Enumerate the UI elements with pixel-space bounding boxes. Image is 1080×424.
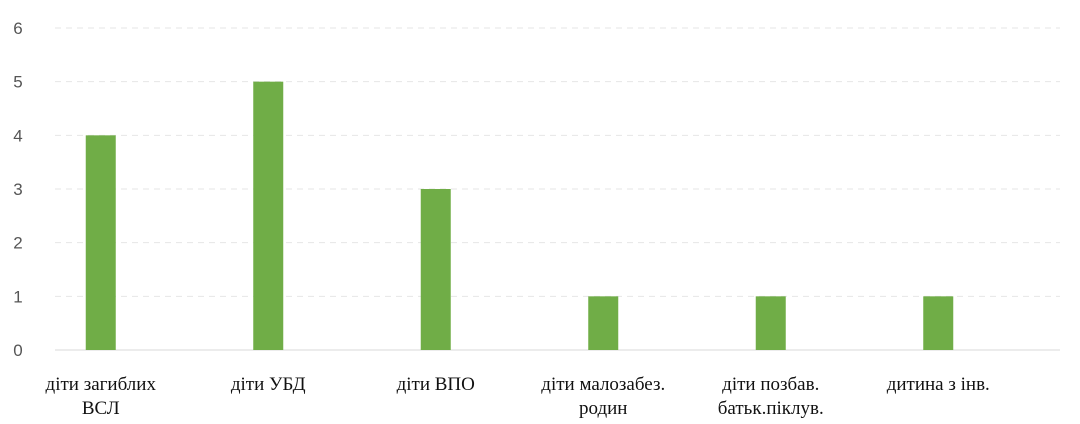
y-tick-label: 1 <box>13 287 22 306</box>
x-tick-label: діти УБД <box>231 374 306 395</box>
y-tick-label: 2 <box>13 234 22 253</box>
x-tick-label: дитина з інв. <box>887 374 990 395</box>
x-axis-labels: діти загиблих ВСЛ діти УБД діти ВПО діти мал… <box>46 374 990 419</box>
bar <box>923 296 954 350</box>
x-tick-label: родин <box>579 398 627 419</box>
y-tick-label: 4 <box>13 126 22 145</box>
bar <box>755 296 786 350</box>
bar <box>85 135 116 350</box>
y-tick-label: 6 <box>13 19 22 38</box>
bar <box>253 81 284 351</box>
x-tick-label: діти ВПО <box>397 374 475 395</box>
x-tick-label: батьк.піклув. <box>718 398 824 419</box>
bar <box>588 296 619 350</box>
x-tick-label: діти загиблих <box>46 374 157 395</box>
x-tick-label: діти малозабез. <box>541 374 665 395</box>
bar <box>420 189 451 350</box>
y-tick-label: 0 <box>13 341 22 360</box>
x-tick-label: ВСЛ <box>82 398 120 419</box>
y-axis-ticks: 0 1 2 3 4 5 6 <box>13 19 22 360</box>
y-tick-label: 5 <box>13 73 22 92</box>
bars <box>85 81 954 351</box>
x-tick-label: діти позбав. <box>722 374 819 395</box>
gridlines <box>55 27 1060 297</box>
y-tick-label: 3 <box>13 180 22 199</box>
